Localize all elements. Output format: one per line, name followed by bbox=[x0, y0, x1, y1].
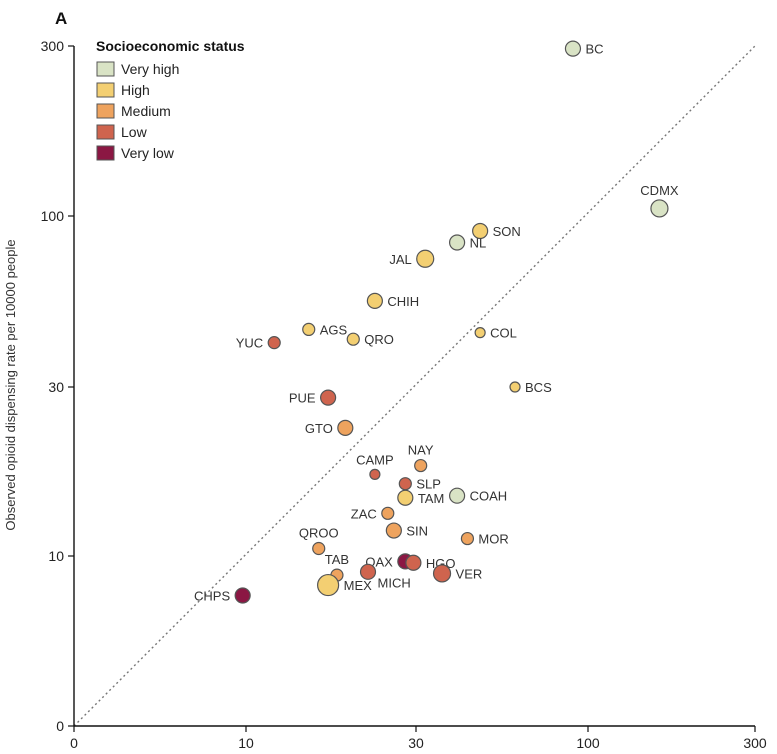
y-tick-label: 10 bbox=[48, 548, 64, 564]
point-ver bbox=[432, 564, 452, 583]
point-mich bbox=[359, 563, 377, 580]
point-bc bbox=[564, 40, 582, 57]
x-tick-label: 30 bbox=[408, 735, 424, 751]
legend-swatch bbox=[96, 145, 115, 161]
point-hgo bbox=[405, 554, 422, 571]
point-yuc bbox=[267, 336, 281, 350]
point-nay bbox=[414, 458, 428, 473]
point-label-mor: MOR bbox=[478, 532, 508, 547]
point-label-bc: BC bbox=[585, 42, 603, 57]
legend-swatch bbox=[96, 124, 115, 140]
identity-reference-line bbox=[73, 45, 756, 727]
point-label-yuc: YUC bbox=[236, 336, 263, 351]
point-label-pue: PUE bbox=[289, 391, 316, 406]
y-tick-label: 100 bbox=[41, 208, 65, 224]
point-ags bbox=[302, 322, 316, 337]
point-label-mich: MICH bbox=[378, 575, 411, 590]
y-tick-label: 300 bbox=[41, 38, 65, 54]
point-label-son: SON bbox=[493, 224, 521, 239]
legend-label: Low bbox=[121, 124, 148, 140]
point-mor bbox=[460, 531, 475, 546]
point-label-camp: CAMP bbox=[356, 452, 394, 467]
y-tick-label: 0 bbox=[56, 718, 64, 734]
legend-label: Very high bbox=[121, 61, 179, 77]
point-label-tam: TAM bbox=[418, 491, 444, 506]
legend: Socioeconomic status Very high High Medium… bbox=[96, 38, 245, 161]
legend-label: Medium bbox=[121, 103, 171, 119]
y-axis-title: Observed opioid dispensing rate per 1000… bbox=[3, 239, 18, 530]
point-bcs bbox=[509, 381, 521, 393]
point-label-gto: GTO bbox=[305, 421, 333, 436]
x-tick-label: 0 bbox=[70, 735, 78, 751]
point-label-ags: AGS bbox=[320, 322, 348, 337]
point-camp bbox=[369, 468, 381, 480]
point-label-tab: TAB bbox=[325, 552, 349, 567]
point-cdmx bbox=[650, 199, 669, 218]
point-qro bbox=[346, 332, 360, 346]
point-label-coah: COAH bbox=[470, 489, 508, 504]
x-tick-label: 100 bbox=[576, 735, 600, 751]
y-tick-label: 30 bbox=[48, 379, 64, 395]
axis-ticks: 0 10 30 100 300 0 10 30 100 300 bbox=[41, 38, 767, 751]
x-tick-label: 300 bbox=[743, 735, 767, 751]
point-label-chps: CHPS bbox=[194, 589, 230, 604]
point-label-chih: CHIH bbox=[387, 294, 419, 309]
point-coah bbox=[448, 487, 466, 504]
point-label-ver: VER bbox=[456, 566, 483, 581]
point-qroo bbox=[312, 541, 326, 556]
point-label-nay: NAY bbox=[408, 443, 434, 458]
point-label-nl: NL bbox=[470, 235, 487, 250]
point-chps bbox=[234, 587, 251, 604]
legend-swatch bbox=[96, 82, 115, 98]
point-sin bbox=[385, 522, 402, 539]
data-points: BC CDMX SON NL JAL CHIH AGS QRO YUC COL BCS PUE GTO N… bbox=[194, 40, 679, 604]
point-zac bbox=[381, 506, 395, 520]
point-label-qro: QRO bbox=[364, 332, 394, 347]
panel-label: A bbox=[55, 9, 67, 28]
point-label-cdmx: CDMX bbox=[640, 183, 679, 198]
point-label-col: COL bbox=[490, 326, 517, 341]
point-col bbox=[474, 327, 486, 339]
x-tick-label: 10 bbox=[238, 735, 254, 751]
point-gto bbox=[337, 419, 354, 436]
point-label-mex: MEX bbox=[344, 578, 373, 593]
point-jal bbox=[416, 249, 435, 268]
point-label-qroo: QROO bbox=[299, 525, 339, 540]
legend-swatch bbox=[96, 103, 115, 119]
legend-label: High bbox=[121, 82, 150, 98]
point-son bbox=[472, 222, 489, 240]
point-label-zac: ZAC bbox=[351, 506, 377, 521]
point-label-bcs: BCS bbox=[525, 380, 552, 395]
point-nl bbox=[448, 234, 466, 251]
point-slp bbox=[398, 477, 412, 491]
point-label-jal: JAL bbox=[389, 252, 411, 267]
point-label-slp: SLP bbox=[416, 477, 441, 492]
point-label-sin: SIN bbox=[406, 524, 428, 539]
legend-title: Socioeconomic status bbox=[96, 38, 245, 54]
point-tam bbox=[397, 489, 414, 506]
point-pue bbox=[320, 389, 337, 406]
point-mex bbox=[317, 573, 340, 597]
legend-swatch bbox=[96, 61, 115, 77]
point-chih bbox=[366, 292, 383, 310]
legend-label: Very low bbox=[121, 145, 175, 161]
